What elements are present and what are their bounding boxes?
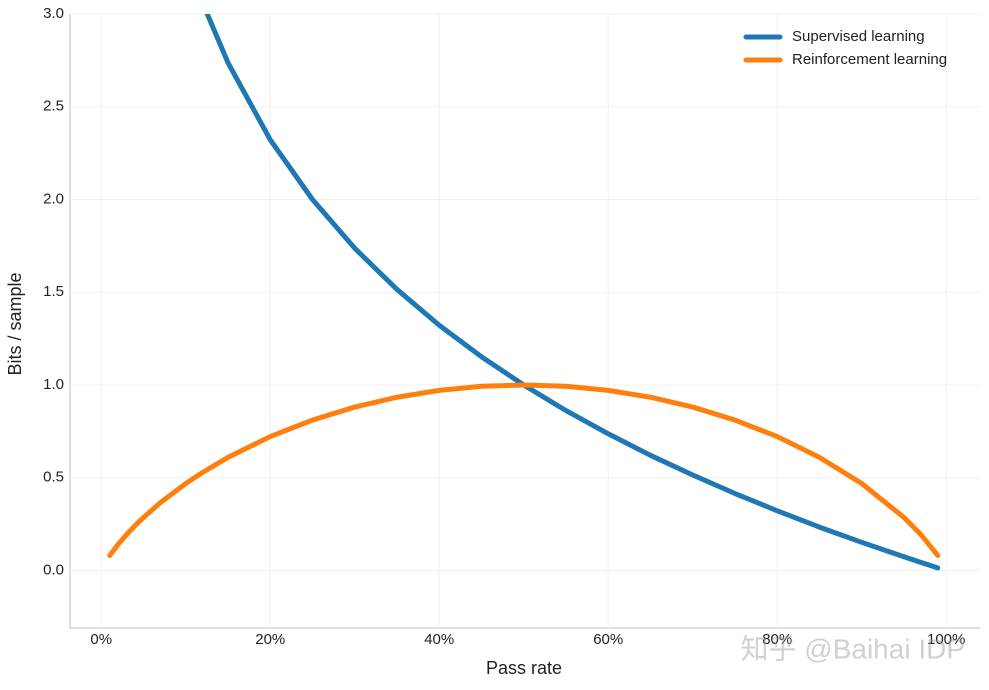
legend-label: Reinforcement learning	[792, 51, 947, 68]
x-tick-label: 40%	[424, 631, 454, 648]
x-tick-label: 20%	[255, 631, 285, 648]
x-tick-label: 100%	[927, 631, 965, 648]
x-tick-label: 60%	[593, 631, 623, 648]
legend-label: Supervised learning	[792, 28, 925, 45]
line-series	[204, 14, 941, 571]
x-tick-label: 80%	[762, 631, 792, 648]
y-tick-label: 1.5	[43, 283, 64, 300]
x-tick-label: 0%	[90, 631, 112, 648]
y-tick-label: 0.5	[43, 469, 64, 486]
y-axis-label: Bits / sample	[5, 272, 25, 375]
y-tick-label: 2.0	[43, 190, 64, 207]
watermark: 知乎 @Baihai IDP	[741, 633, 966, 664]
line-series	[107, 382, 941, 558]
y-tick-label: 0.0	[43, 561, 64, 578]
plot-area	[107, 14, 941, 571]
y-tick-label: 3.0	[43, 5, 64, 22]
x-axis-label: Pass rate	[486, 658, 562, 678]
y-tick-label: 2.5	[43, 98, 64, 115]
y-tick-label: 1.0	[43, 376, 64, 393]
